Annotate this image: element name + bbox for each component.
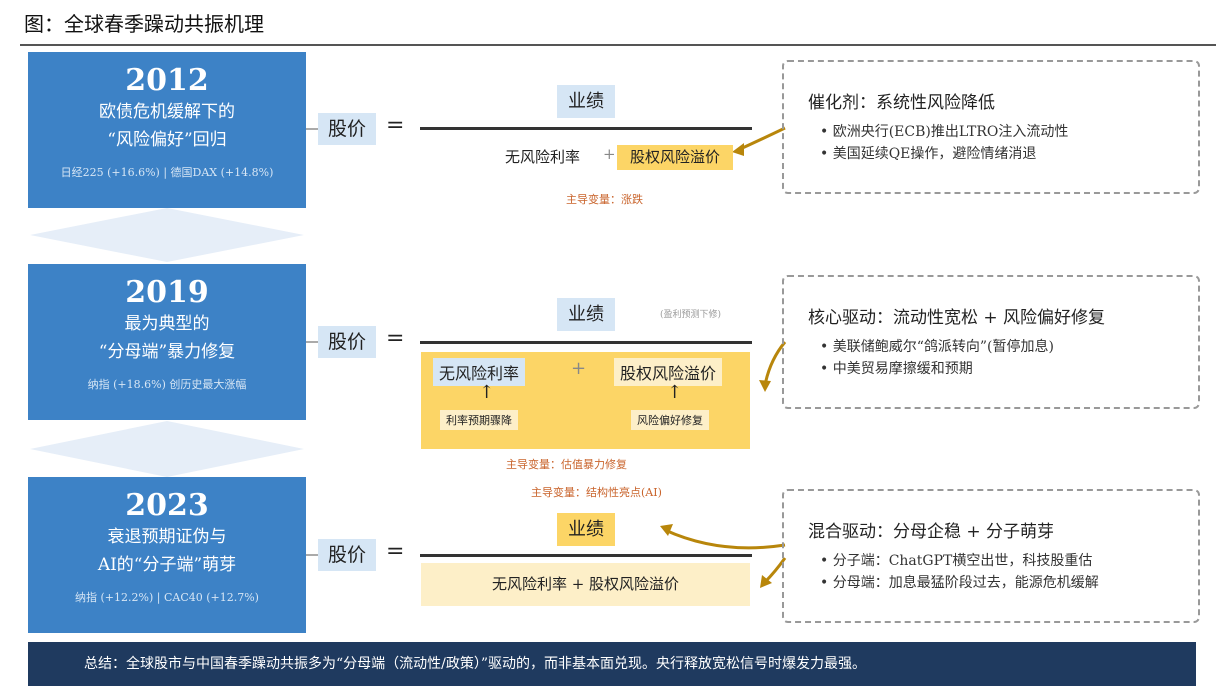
rf-label: 无风险利率 [433, 358, 526, 386]
era-subtitle: 衰退预期证伪与 [107, 527, 227, 547]
connector-line [306, 554, 320, 556]
up-arrow-icon: ↑ [667, 382, 683, 403]
fraction-bar [420, 341, 752, 344]
arrowhead [760, 575, 772, 588]
arrowhead [759, 380, 771, 392]
note-catalyst: 催化剂：系统性风险降低 • 欧洲央行(ECB)推出LTRO注入流动性 • 美国延… [782, 60, 1200, 194]
row3-driver: 主导变量：结构性亮点(AI) [531, 486, 662, 499]
note-heading: 催化剂：系统性风险降低 [808, 93, 995, 113]
note-heading: 核心驱动：流动性宽松 + 风险偏好修复 [808, 308, 1106, 328]
equals-sign: = [386, 539, 405, 564]
price-label: 股价 [318, 326, 376, 358]
note-item: • 分子端：ChatGPT横空出世，科技股重估 [820, 553, 1093, 569]
arrowhead [732, 143, 744, 156]
note-mixed-driver: 混合驱动：分母企稳 + 分子萌芽 • 分子端：ChatGPT横空出世，科技股重估… [782, 489, 1200, 623]
era-performance: 纳指 (+12.2%) | CAC40 (+12.7%) [75, 591, 259, 604]
numerator-earnings: 业绩 [557, 298, 615, 331]
note-item: • 分母端：加息最猛阶段过去，能源危机缓解 [820, 575, 1099, 591]
note-heading: 混合驱动：分母企稳 + 分子萌芽 [808, 522, 1055, 542]
plus-sign: + [571, 358, 587, 379]
erp-cause: 风险偏好修复 [631, 410, 709, 430]
row1-driver: 主导变量：涨跌 [566, 193, 643, 206]
era-subtitle: 欧债危机缓解下的 [99, 102, 235, 122]
price-label: 股价 [318, 539, 376, 571]
rf-label: 无风险利率 [505, 148, 581, 166]
curved-arrow [737, 126, 786, 152]
era-subtitle: “分母端”暴力修复 [98, 342, 236, 362]
numerator-earnings: 业绩 [557, 85, 615, 118]
up-arrow-icon: ↑ [479, 382, 495, 403]
era-subtitle: 最为典型的 [124, 314, 210, 334]
note-item: • 中美贸易摩擦缓和预期 [820, 361, 973, 377]
era-subtitle: AI的“分子端”萌芽 [97, 555, 237, 575]
fraction-bar [420, 554, 752, 557]
plus-sign: + [603, 145, 616, 163]
equals-sign: = [386, 113, 405, 138]
era-performance: 日经225 (+16.6%) | 德国DAX (+14.8%) [60, 166, 274, 179]
era-year: 2019 [125, 275, 209, 310]
earnings-note: (盈利预测下修) [660, 310, 722, 320]
note-item: • 美国延续QE操作，避险情绪消退 [820, 146, 1037, 162]
price-label: 股价 [318, 113, 376, 145]
era-year: 2012 [125, 63, 209, 98]
note-item: • 欧洲央行(ECB)推出LTRO注入流动性 [820, 124, 1069, 140]
era-subtitle: “风险偏好”回归 [107, 130, 227, 150]
connector-line [306, 128, 320, 130]
diamond-connector [30, 421, 304, 477]
rf-cause: 利率预期骤降 [440, 410, 518, 430]
era-box-2019: 2019 最为典型的 “分母端”暴力修复 纳指 (+18.6%) 创历史最大涨幅 [28, 264, 306, 420]
erp-highlight: 股权风险溢价 [617, 145, 733, 170]
equals-sign: = [386, 326, 405, 351]
note-item: • 美联储鲍威尔“鸽派转向”(暂停加息) [820, 339, 1054, 355]
numerator-earnings-highlight: 业绩 [557, 513, 615, 546]
note-core-driver: 核心驱动：流动性宽松 + 风险偏好修复 • 美联储鲍威尔“鸽派转向”(暂停加息)… [782, 275, 1200, 409]
denominator-box: 无风险利率 + 股权风险溢价 ↑ ↑ 利率预期骤降 风险偏好修复 [421, 352, 750, 449]
connector-line [306, 341, 320, 343]
arrowhead [660, 524, 673, 536]
curved-arrow [664, 528, 786, 550]
fraction-bar [420, 127, 752, 130]
summary-banner: 总结：全球股市与中国春季躁动共振多为“分母端（流动性/政策）”驱动的，而非基本面… [28, 642, 1196, 686]
era-box-2012: 2012 欧债危机缓解下的 “风险偏好”回归 日经225 (+16.6%) | … [28, 52, 306, 208]
era-box-2023: 2023 衰退预期证伪与 AI的“分子端”萌芽 纳指 (+12.2%) | CA… [28, 477, 306, 633]
title-divider [20, 44, 1216, 46]
erp-label: 股权风险溢价 [614, 358, 723, 386]
era-year: 2023 [125, 488, 209, 523]
denominator-box: 无风险利率 + 股权风险溢价 [421, 563, 750, 606]
row2-driver: 主导变量：估值暴力修复 [506, 458, 627, 471]
figure-title: 图：全球春季躁动共振机理 [24, 12, 264, 36]
diamond-connector [30, 208, 304, 262]
era-performance: 纳指 (+18.6%) 创历史最大涨幅 [87, 378, 247, 391]
